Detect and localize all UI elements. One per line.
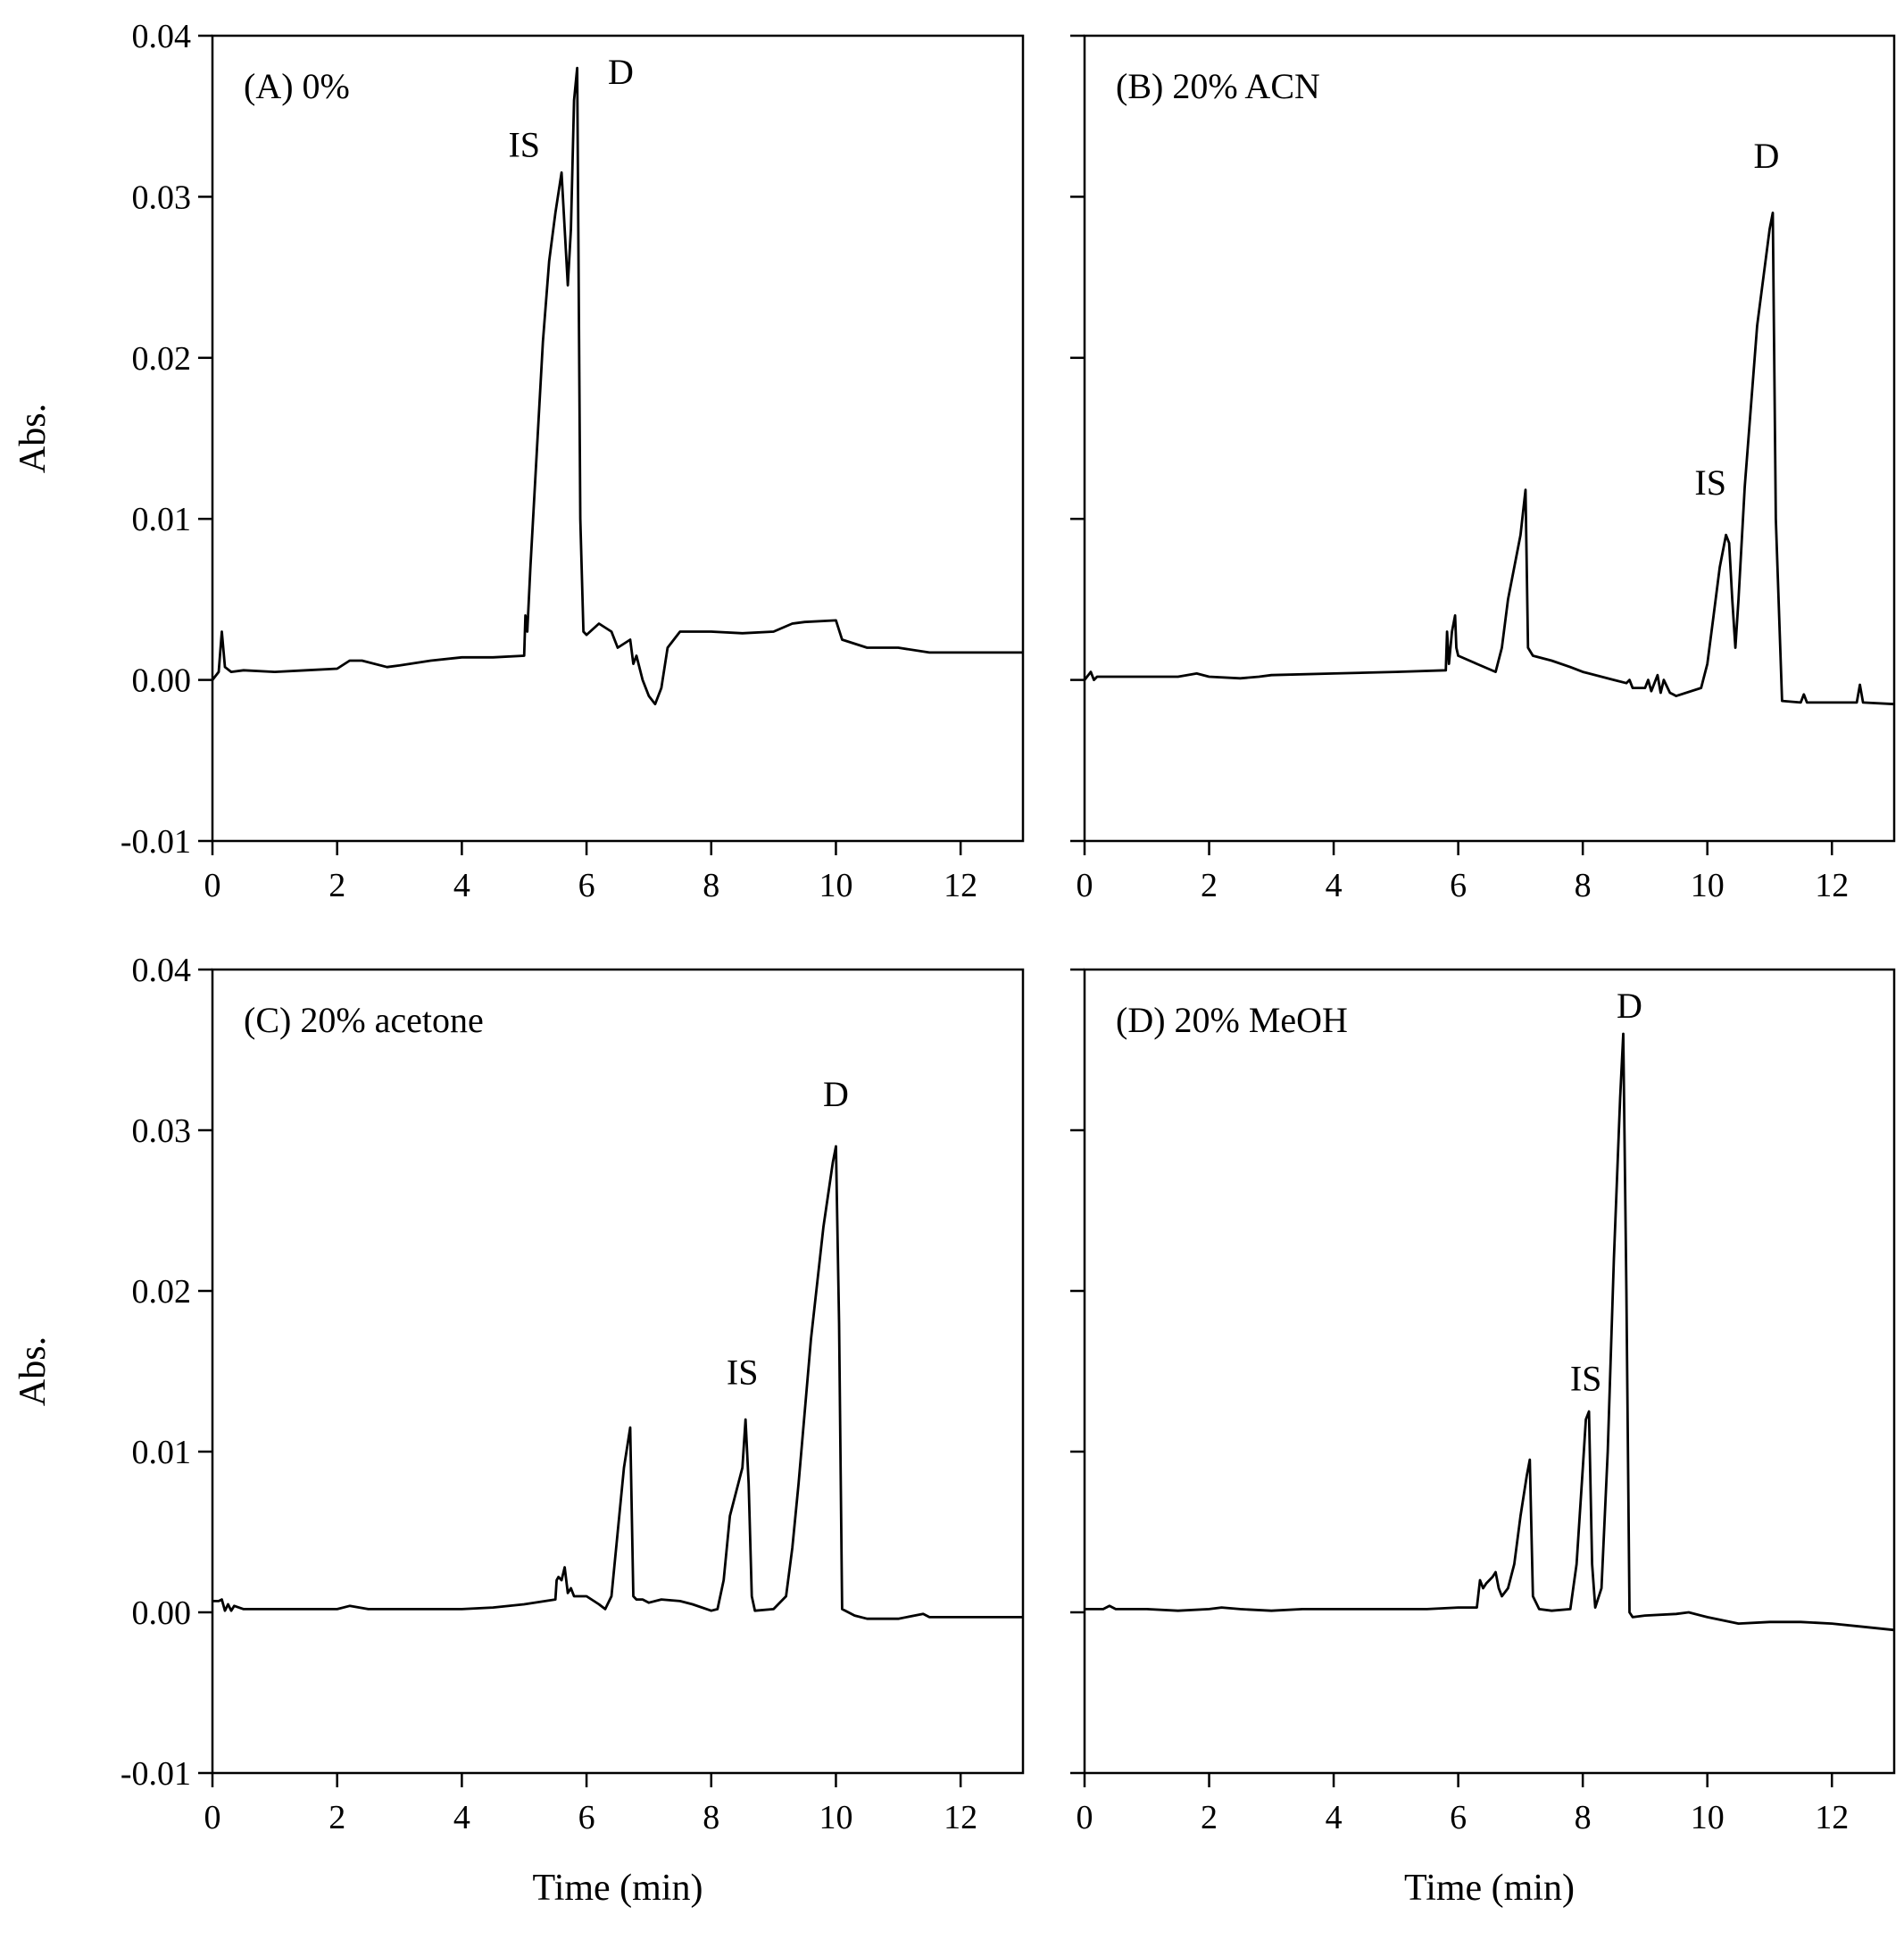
- x-tick-label: 0: [1077, 1799, 1093, 1836]
- y-tick-label: 0.04: [132, 18, 192, 55]
- y-tick-label: -0.01: [121, 1755, 191, 1793]
- x-tick-label: 10: [1691, 1799, 1725, 1836]
- x-tick-label: 4: [453, 867, 470, 904]
- peak-label: D: [1754, 136, 1780, 176]
- panel-frame: [211, 34, 1025, 843]
- x-tick-label: 4: [453, 1799, 470, 1836]
- x-tick-label: 12: [1815, 1799, 1849, 1836]
- peak-label: IS: [727, 1352, 759, 1392]
- x-tick-label: 12: [944, 867, 977, 904]
- x-tick-label: 0: [204, 1799, 221, 1836]
- x-tick-label: 10: [819, 1799, 852, 1836]
- y-axis-title: Abs.: [12, 1336, 54, 1406]
- y-tick-label: 0.00: [132, 1594, 192, 1632]
- y-tick-label: -0.01: [121, 823, 191, 861]
- x-tick-label: 8: [703, 867, 719, 904]
- y-tick-label: 0.03: [132, 179, 192, 216]
- peak-label: D: [823, 1074, 849, 1114]
- x-tick-label: 6: [1450, 867, 1467, 904]
- panel-frame: [1083, 34, 1896, 843]
- x-tick-label: 12: [944, 1799, 977, 1836]
- series-line: [212, 1145, 1023, 1620]
- y-tick-label: 0.01: [132, 501, 192, 538]
- x-tick-label: 6: [578, 1799, 595, 1836]
- x-axis-title: Time (min): [533, 1868, 703, 1909]
- x-tick-label: 6: [1450, 1799, 1467, 1836]
- peak-label: IS: [1694, 462, 1726, 503]
- y-tick-label: 0.02: [132, 1273, 192, 1311]
- y-axis-title: Abs.: [12, 404, 54, 473]
- x-tick-label: 2: [328, 867, 345, 904]
- peak-label: IS: [1570, 1359, 1602, 1399]
- y-tick-label: 0.04: [132, 952, 192, 989]
- x-tick-label: 2: [1201, 1799, 1218, 1836]
- panel-3: 0 2 4 6 8 10 12 Time (min) (D) 20% MeOH IS D: [1070, 968, 1896, 1909]
- x-tick-label: 2: [328, 1799, 345, 1836]
- y-tick-label: 0.01: [132, 1434, 192, 1471]
- x-tick-label: 0: [204, 867, 221, 904]
- panel-label: (D) 20% MeOH: [1116, 1000, 1348, 1040]
- panel-1: 0 2 4 6 8 10 12 (B) 20% ACN IS D: [1070, 34, 1896, 904]
- panel-2: -0.01 0.00 0.01 0.02 0.03 0.04 0 2 4 6 8 10 12 Abs. Ti…: [12, 952, 1025, 1909]
- series-line: [1085, 1032, 1895, 1632]
- x-tick-label: 10: [1691, 867, 1725, 904]
- panel-0: -0.01 0.00 0.01 0.02 0.03 0.04 0 2 4 6 8 10 12 Abs. (A…: [12, 18, 1025, 904]
- panel-frame: [1083, 968, 1896, 1775]
- y-tick-label: 0.00: [132, 662, 192, 700]
- y-tick-label: 0.03: [132, 1112, 192, 1150]
- series-line: [211, 66, 1023, 706]
- x-tick-label: 10: [819, 867, 852, 904]
- panel-frame: [211, 968, 1025, 1775]
- panel-label: (B) 20% ACN: [1116, 66, 1320, 106]
- x-tick-label: 8: [1575, 1799, 1592, 1836]
- x-tick-label: 6: [578, 867, 595, 904]
- peak-label: IS: [508, 124, 540, 164]
- panel-label: (C) 20% acetone: [244, 1000, 484, 1040]
- x-tick-label: 8: [1575, 867, 1592, 904]
- x-tick-label: 12: [1815, 867, 1849, 904]
- peak-label: D: [1617, 986, 1642, 1026]
- series-line: [1083, 212, 1895, 706]
- panel-label: (A) 0%: [244, 66, 350, 106]
- x-tick-label: 8: [703, 1799, 719, 1836]
- x-tick-label: 4: [1326, 867, 1343, 904]
- x-tick-label: 0: [1077, 867, 1093, 904]
- x-tick-label: 2: [1201, 867, 1218, 904]
- x-tick-label: 4: [1326, 1799, 1343, 1836]
- y-tick-label: 0.02: [132, 340, 192, 378]
- peak-label: D: [608, 52, 634, 92]
- x-axis-title: Time (min): [1404, 1868, 1575, 1909]
